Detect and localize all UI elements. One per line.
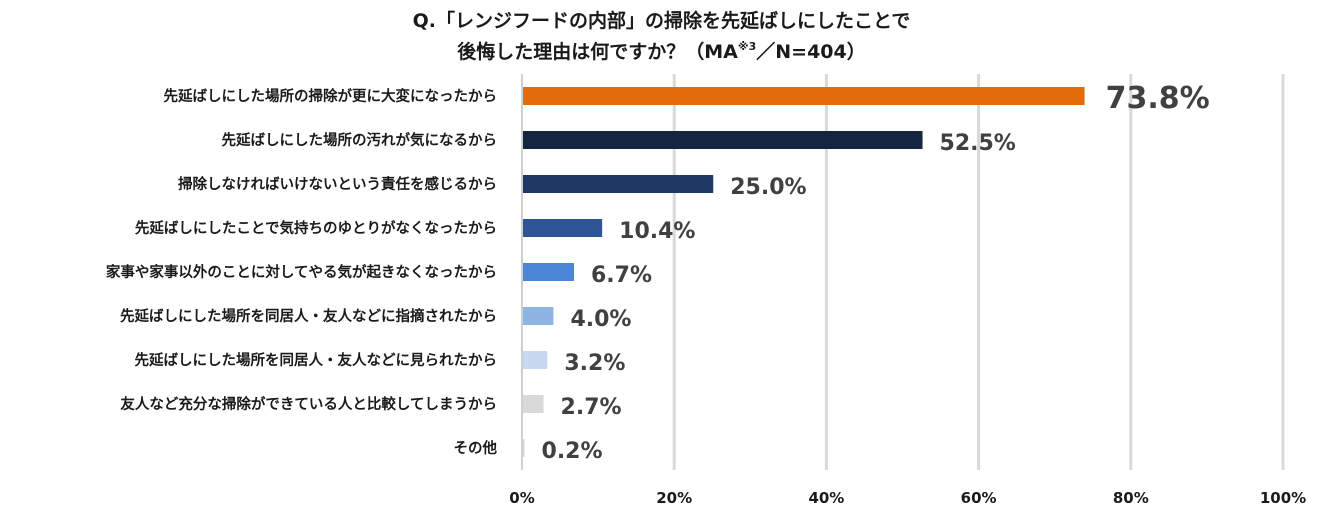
category-label: 先延ばしにした場所を同居人・友人などに見られたから: [135, 351, 498, 369]
title-footnote-mark: ※3: [737, 40, 757, 53]
bar: [523, 131, 923, 149]
category-label: 先延ばしにしたことで気持ちのゆとりがなくなったから: [135, 219, 497, 237]
bar: [523, 263, 574, 281]
value-label: 2.7%: [561, 395, 622, 420]
bar: [523, 351, 548, 369]
bar: [523, 219, 603, 237]
value-label: 6.7%: [591, 263, 652, 288]
x-tick-label: 60%: [961, 489, 997, 507]
value-label: 3.2%: [564, 351, 625, 376]
bar: [523, 87, 1085, 105]
category-label: その他: [454, 439, 498, 457]
bar: [523, 439, 525, 457]
category-label: 先延ばしにした場所を同居人・友人などに指摘されたから: [120, 307, 497, 325]
value-label: 73.8%: [1106, 81, 1210, 116]
x-tick-label: 20%: [656, 489, 692, 507]
bar: [523, 395, 544, 413]
category-label: 家事や家事以外のことに対してやる気が起きなくなったから: [106, 263, 497, 281]
value-label: 10.4%: [619, 219, 695, 244]
chart-title-line2: 後悔した理由は何ですか？（MA※3／N=404）: [0, 34, 1323, 65]
bar: [523, 175, 714, 193]
value-label: 52.5%: [940, 131, 1016, 156]
x-tick-label: 100%: [1260, 489, 1306, 507]
title-line2-suffix: ／N=404）: [756, 41, 866, 63]
bar: [523, 307, 554, 325]
x-tick-label: 0%: [509, 489, 534, 507]
value-label: 4.0%: [570, 307, 631, 332]
title-line2-prefix: 後悔した理由は何ですか？（MA: [457, 41, 738, 63]
x-tick-label: 40%: [808, 489, 844, 507]
category-label: 先延ばしにした場所の掃除が更に大変になったから: [164, 87, 498, 105]
chart-title-line1: Q.「レンジフードの内部」の掃除を先延ばしにしたことで: [412, 10, 911, 32]
category-label: 掃除しなければいけないという責任を感じるから: [178, 175, 497, 193]
value-label: 25.0%: [730, 175, 806, 200]
category-label: 友人など充分な掃除ができている人と比較してしまうから: [120, 395, 497, 413]
x-tick-label: 80%: [1113, 489, 1149, 507]
category-label: 先延ばしにした場所の汚れが気になるから: [222, 131, 498, 149]
value-label: 0.2%: [542, 439, 603, 464]
